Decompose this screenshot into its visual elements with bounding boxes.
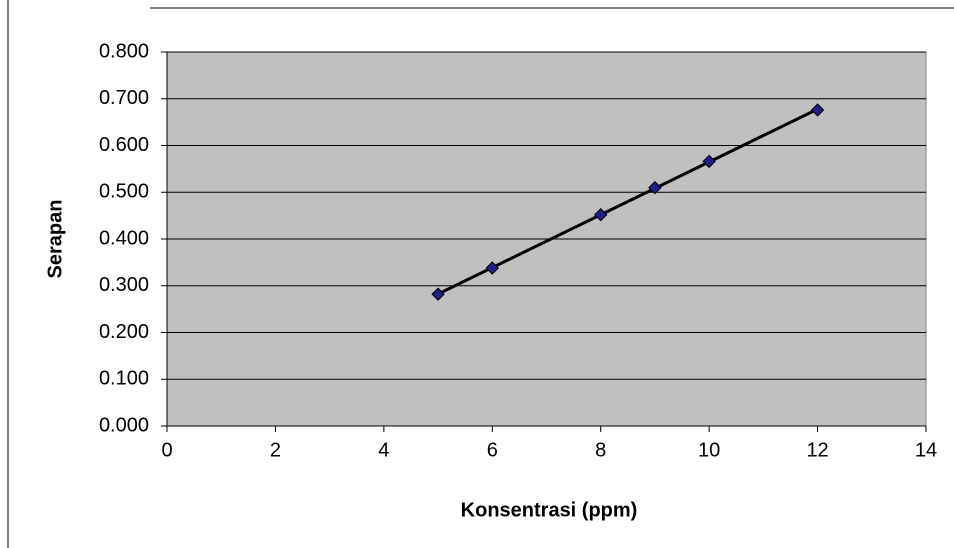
x-tick-label: 12 xyxy=(806,439,828,461)
data-point xyxy=(594,207,608,222)
data-point xyxy=(702,154,716,169)
y-tick-label: 0.400 xyxy=(99,227,149,249)
y-tick-label: 0.000 xyxy=(99,414,149,436)
y-tick-label: 0.800 xyxy=(99,40,149,62)
y-tick-label: 0.600 xyxy=(99,134,149,156)
y-tick-label: 0.300 xyxy=(99,274,149,296)
data-point xyxy=(485,261,499,275)
x-tick-label: 14 xyxy=(915,439,937,461)
data-point xyxy=(648,180,662,195)
x-tick-label: 0 xyxy=(161,439,172,461)
x-tick-label: 8 xyxy=(595,439,606,461)
trendline xyxy=(437,107,819,296)
x-tick-label: 10 xyxy=(698,439,720,461)
y-axis-label: Serapan xyxy=(44,200,66,279)
data-point xyxy=(431,287,445,301)
y-tick-label: 0.100 xyxy=(99,368,149,390)
x-tick-label: 6 xyxy=(487,439,498,461)
y-tick-label: 0.500 xyxy=(99,181,149,203)
x-tick-label: 2 xyxy=(270,439,281,461)
x-tick-label: 4 xyxy=(378,439,389,461)
data-point xyxy=(810,103,825,117)
y-tick-label: 0.700 xyxy=(99,87,149,109)
y-tick-label: 0.200 xyxy=(99,321,149,343)
x-axis-label: Konsentrasi (ppm) xyxy=(461,499,638,521)
